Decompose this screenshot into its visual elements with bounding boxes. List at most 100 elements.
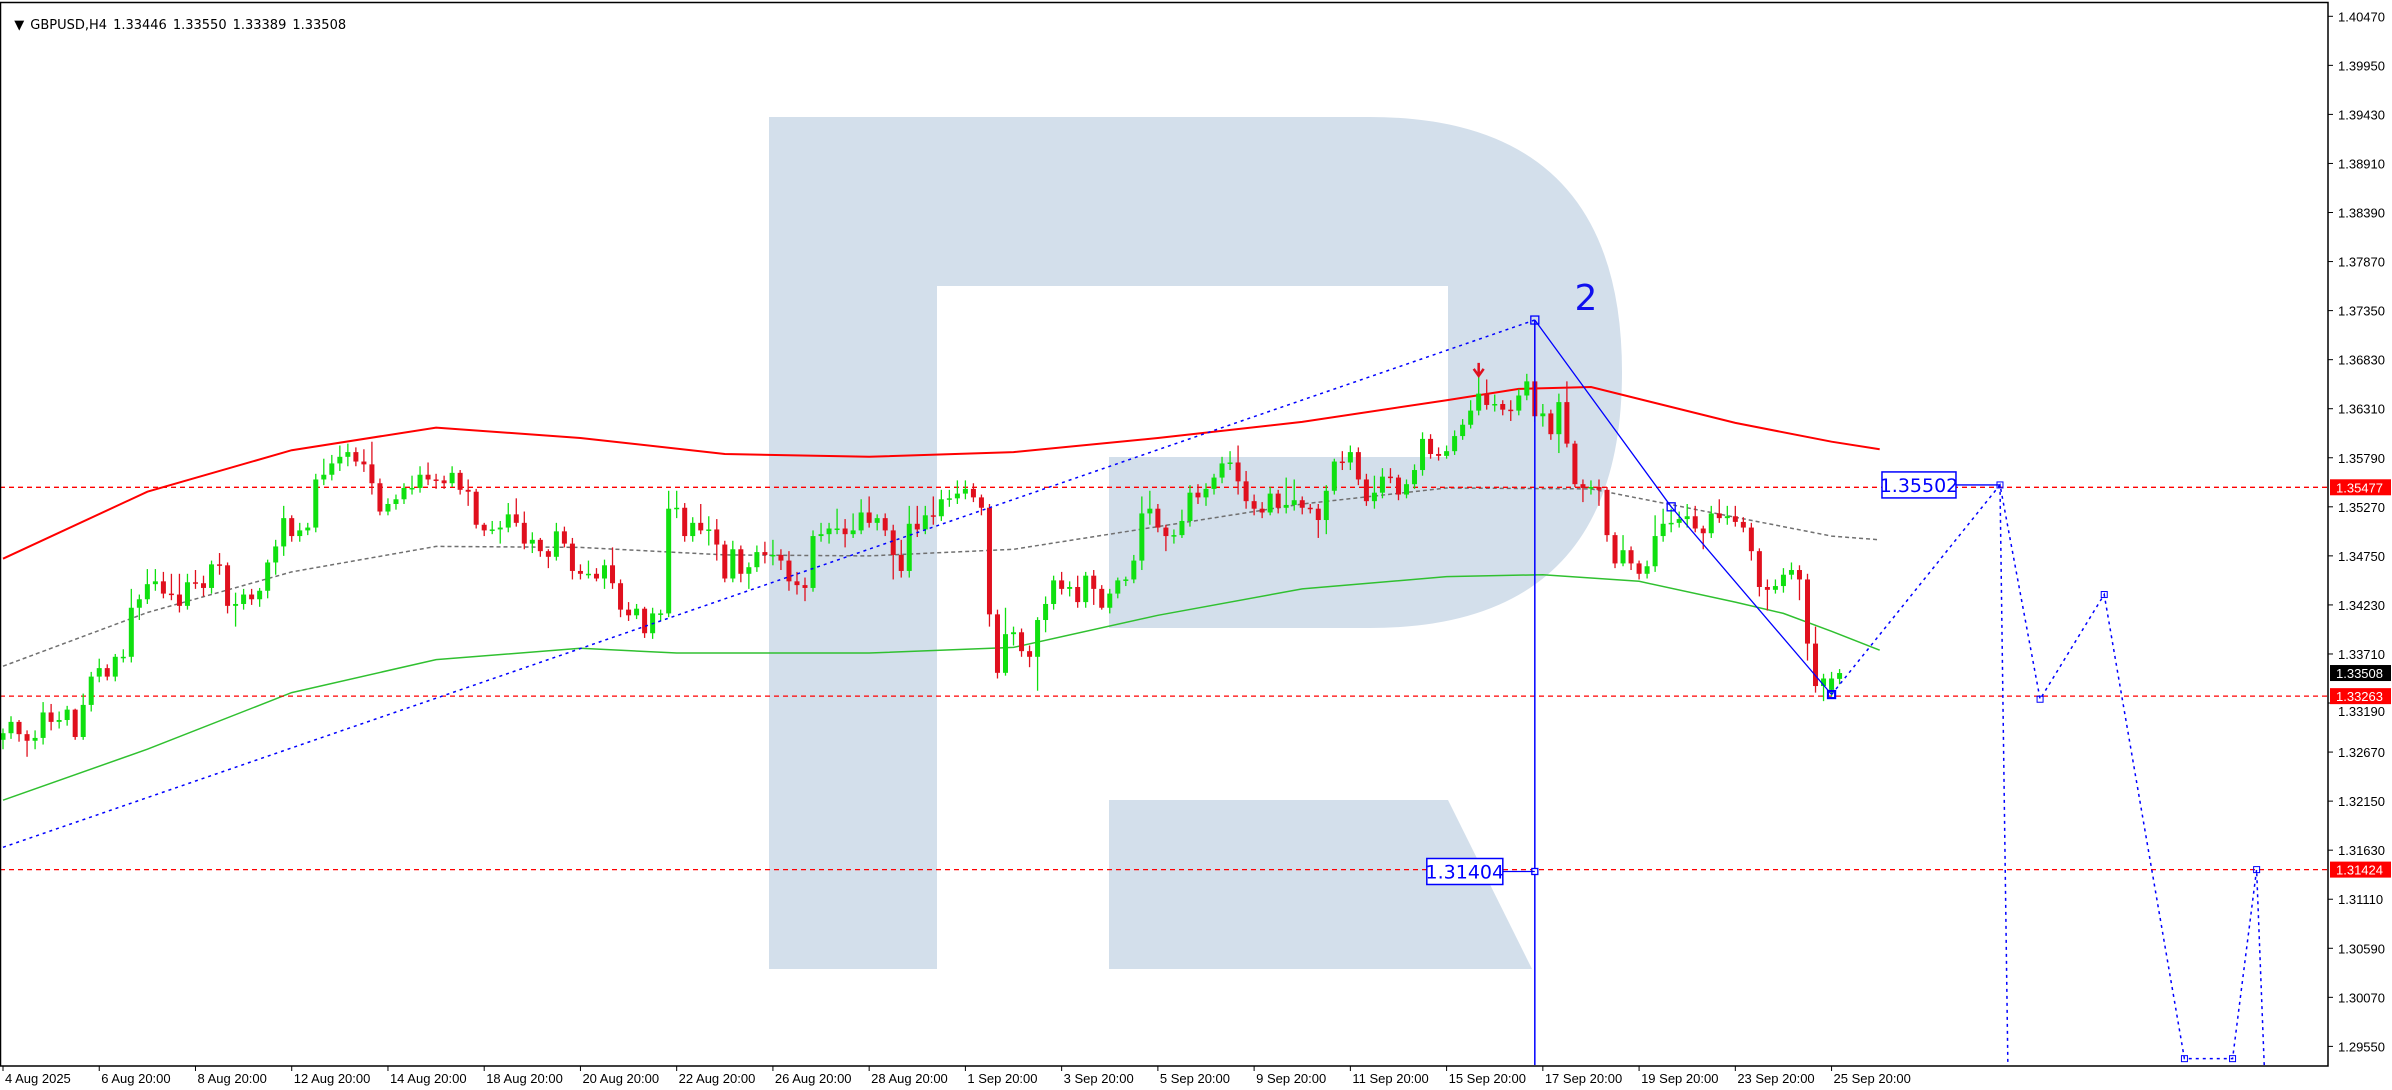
- candle-body: [1219, 463, 1225, 478]
- candle-body: [345, 452, 351, 457]
- wave-point-marker: [1826, 689, 1837, 700]
- candle: [1756, 548, 1762, 597]
- candle-body: [786, 560, 792, 582]
- candle: [305, 522, 311, 536]
- candle: [802, 577, 808, 602]
- candle: [1660, 508, 1666, 542]
- candle-body: [1363, 479, 1369, 502]
- candle: [168, 573, 174, 601]
- candle-body: [866, 512, 872, 523]
- candle: [1371, 475, 1377, 509]
- candle-body: [698, 522, 704, 531]
- candle-body: [1059, 580, 1065, 589]
- candle: [1043, 596, 1049, 633]
- candle: [1155, 503, 1161, 533]
- candle: [104, 664, 110, 681]
- candle-body: [377, 483, 383, 512]
- candle-body: [1516, 395, 1522, 411]
- candle: [1740, 517, 1746, 533]
- candle-body: [1508, 409, 1514, 412]
- candle-body: [1524, 381, 1530, 396]
- candle: [265, 559, 271, 599]
- candle-body: [706, 529, 712, 531]
- forecast-point-marker: [2180, 1055, 2188, 1063]
- candle-body: [1596, 487, 1602, 490]
- sell-arrow-icon: [1472, 362, 1485, 379]
- candle-body: [16, 721, 22, 735]
- candle: [1564, 381, 1570, 448]
- y-tick-label: 1.39950: [2338, 58, 2385, 73]
- candle: [1323, 485, 1329, 535]
- candle-body: [778, 554, 784, 561]
- candle: [682, 503, 688, 542]
- candle: [1764, 579, 1770, 611]
- candle-body: [1011, 632, 1017, 635]
- candle: [706, 516, 712, 546]
- candle: [1331, 458, 1337, 495]
- candle: [1829, 671, 1835, 697]
- candle: [858, 499, 864, 535]
- candle: [602, 559, 607, 589]
- x-tick-label: 5 Sep 20:00: [1160, 1071, 1230, 1086]
- candle: [1612, 532, 1618, 569]
- candle-body: [634, 608, 640, 616]
- candle: [289, 515, 295, 542]
- candle: [32, 730, 38, 750]
- forecast-point-marker: [1828, 691, 1836, 699]
- candle-body: [962, 488, 968, 494]
- candle: [1379, 468, 1385, 499]
- candle-body: [281, 518, 287, 547]
- candle-body: [802, 585, 808, 588]
- candle: [369, 441, 375, 495]
- candle: [1259, 502, 1265, 519]
- candle: [385, 498, 391, 516]
- candle-body: [561, 531, 567, 544]
- candle: [1588, 480, 1594, 495]
- candle-body: [1395, 477, 1401, 495]
- x-tick-label: 19 Sep 20:00: [1641, 1071, 1718, 1086]
- candle: [1404, 479, 1409, 499]
- candle: [1796, 565, 1802, 601]
- candle-body: [1187, 492, 1193, 521]
- candle: [1019, 628, 1025, 657]
- candle-body: [168, 593, 174, 596]
- candle-body: [1636, 563, 1642, 574]
- candle-body: [1764, 586, 1770, 590]
- candle-body: [1708, 513, 1714, 534]
- candle-body: [1444, 451, 1450, 456]
- candle: [1508, 400, 1514, 421]
- y-tick-label: 1.37870: [2338, 255, 2385, 270]
- candle-body: [313, 479, 319, 528]
- candle-body: [1668, 522, 1674, 525]
- candle-body: [112, 656, 118, 677]
- candle-body: [1291, 500, 1297, 505]
- candle: [56, 711, 62, 729]
- candle-body: [1371, 492, 1377, 502]
- candle-body: [1387, 476, 1393, 479]
- candle: [1444, 445, 1450, 459]
- candle: [136, 594, 142, 621]
- candle: [361, 449, 367, 472]
- open-value: 1.33446: [113, 18, 167, 33]
- candle-body: [1155, 508, 1161, 528]
- candle-body: [409, 487, 415, 490]
- candle-body: [1171, 535, 1177, 537]
- triangle-down-icon[interactable]: ▼: [14, 18, 25, 33]
- candle-body: [449, 472, 455, 484]
- candle-body: [1756, 551, 1762, 587]
- candle: [337, 445, 343, 471]
- candle: [810, 530, 816, 592]
- candle: [24, 730, 30, 757]
- candle-body: [1548, 413, 1554, 435]
- candle: [666, 490, 672, 618]
- level-price-tag: 1.31424: [2336, 863, 2383, 878]
- candle-body: [914, 523, 920, 530]
- candle: [1484, 379, 1490, 410]
- candle-body: [874, 518, 880, 523]
- candle: [674, 490, 680, 519]
- candle: [88, 671, 94, 712]
- candle: [1299, 496, 1305, 515]
- candle-body: [433, 479, 439, 481]
- candle-body: [329, 463, 335, 475]
